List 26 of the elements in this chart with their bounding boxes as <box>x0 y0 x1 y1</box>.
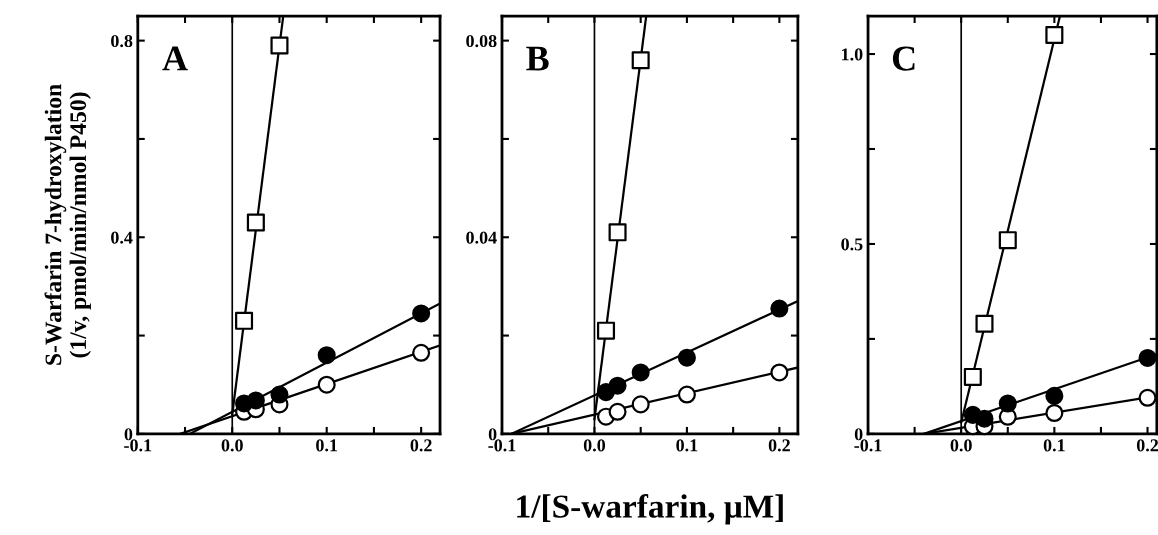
x-tick-label: 0.0 <box>221 439 243 452</box>
x-tick-label: 0.2 <box>410 439 432 452</box>
y-tick-label: 1.0 <box>842 48 863 61</box>
y-tick-label: 0.5 <box>841 238 863 251</box>
y-tick-label: 0.8 <box>111 34 133 48</box>
x-tick-label: 0.0 <box>950 439 972 452</box>
annotation: A <box>162 46 188 71</box>
x-tick-label: 0.0 <box>583 439 606 452</box>
x-tick-label: 0.2 <box>1136 439 1158 452</box>
y-tick-label: 0.04 <box>466 231 497 244</box>
x-tick-label: 0.2 <box>768 439 790 452</box>
y-tick-label: 0.08 <box>466 34 497 48</box>
x-tick-label: 0.1 <box>676 439 698 452</box>
y-tick-label: 0 <box>854 428 863 441</box>
x-tick-label: -0.1 <box>854 439 882 452</box>
y-axis-title: S-Warfarin 7-hydroxylation (1/v, pmol/min/nmol P450) <box>44 84 91 365</box>
annotation: B <box>526 46 549 71</box>
y-tick-label: 0.4 <box>111 231 133 244</box>
y-tick-label: 0 <box>124 428 133 441</box>
x-tick-label: -0.1 <box>124 439 152 452</box>
x-axis-title: 1/[S-warfarin, μM] <box>517 494 783 525</box>
x-tick-label: 0.1 <box>1043 439 1065 452</box>
annotation: C <box>892 46 915 71</box>
y-tick-label: 0 <box>488 428 497 441</box>
x-tick-label: 0.1 <box>316 439 338 452</box>
x-tick-label: -0.1 <box>488 439 516 452</box>
